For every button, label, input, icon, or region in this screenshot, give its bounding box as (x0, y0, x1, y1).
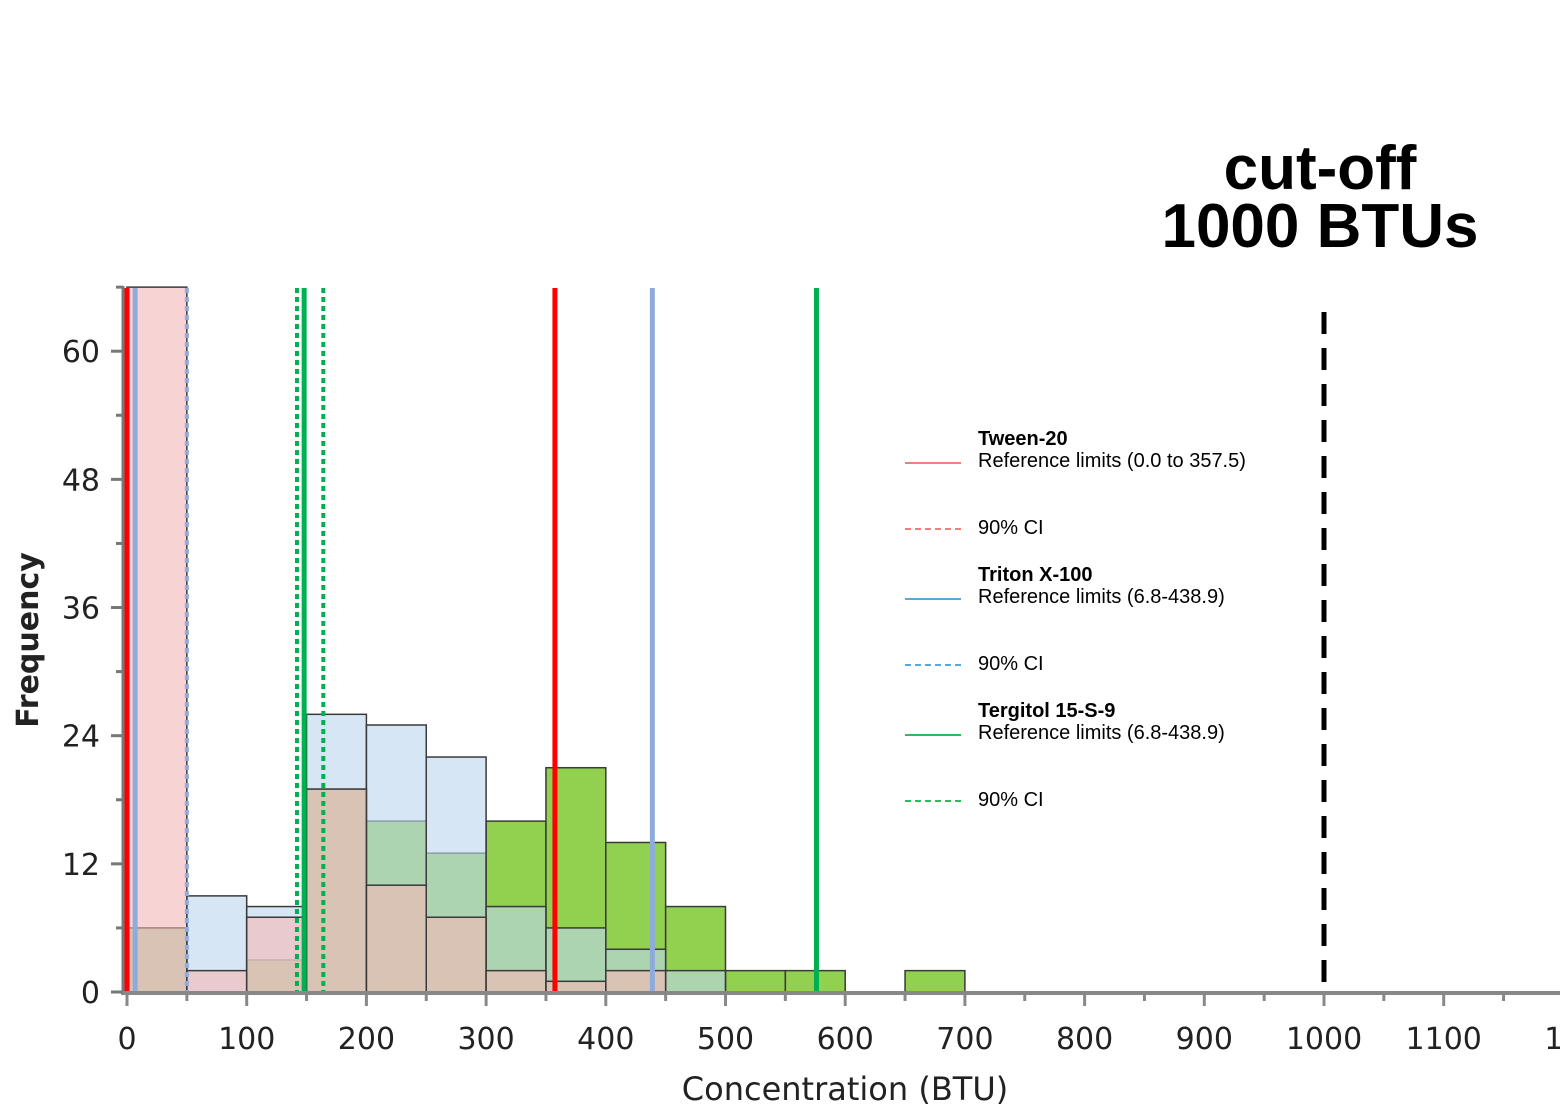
bar-tergitol-15-s-9-500 (724, 969, 787, 993)
y-axis-label: Frequency (11, 552, 46, 728)
legend-label: Reference limits (6.8-438.9) (978, 722, 1225, 744)
x-tick-label: 12 (1544, 1022, 1560, 1057)
legend-label: Reference limits (0.0 to 357.5) (978, 450, 1246, 472)
legend-entry-tween-20-ci: 90% CI (900, 496, 1320, 564)
y-tick-label: 36 (62, 592, 100, 627)
cutoff-annotation-line1: cut-off (1223, 134, 1417, 203)
legend-title: Triton X-100 (978, 564, 1093, 586)
legend-title: Tergitol 15-S-9 (978, 700, 1116, 722)
x-tick-label: 200 (338, 1022, 395, 1057)
legend-swatch-solid (905, 734, 961, 736)
x-tick-label: 300 (457, 1022, 514, 1057)
legend-entry-triton-x-100: Triton X-100 Reference limits (6.8-438.9… (900, 564, 1320, 632)
legend-label: Reference limits (6.8-438.9) (978, 586, 1225, 608)
bar-tween-20-200 (365, 884, 427, 993)
cutoff-annotation: cut-off 1000 BTUs (1150, 134, 1490, 261)
legend-swatch-dashed (905, 800, 961, 802)
x-tick-label: 900 (1176, 1022, 1233, 1057)
x-tick-label: 800 (1056, 1022, 1113, 1057)
bar-tween-20-400 (605, 969, 667, 993)
legend-entry-triton-x-100-ci: 90% CI (900, 632, 1320, 700)
legend-swatch-solid (905, 462, 961, 464)
y-tick-label: 0 (81, 976, 100, 1011)
legend-ci-label: 90% CI (978, 517, 1044, 539)
bar-tween-20-250 (425, 916, 487, 993)
legend-title: Tween-20 (978, 428, 1068, 450)
y-tick-label: 60 (62, 335, 100, 370)
reference-lines-layer (124, 288, 1327, 992)
y-tick-label: 24 (62, 720, 100, 755)
y-tick-label: 48 (62, 463, 100, 498)
legend-swatch-dashed (905, 528, 961, 530)
x-tick-label: 500 (697, 1022, 754, 1057)
legend-entry-tergitol-15-s-9-ci: 90% CI (900, 768, 1320, 836)
bar-tween-20-300 (485, 969, 547, 993)
x-axis-label: Concentration (BTU) (682, 1070, 1008, 1107)
x-tick-label: 400 (577, 1022, 634, 1057)
x-tick-label: 700 (936, 1022, 993, 1057)
bar-tween-20-150 (305, 788, 368, 993)
bar-tween-20-50 (186, 969, 248, 993)
bar-tergitol-15-s-9-650 (904, 969, 966, 993)
y-tick-label: 12 (62, 848, 100, 883)
bars-layer (126, 286, 966, 993)
legend-entry-tween-20: Tween-20 Reference limits (0.0 to 357.5) (900, 428, 1320, 496)
bar-triton-x-100-450 (664, 969, 727, 993)
x-tick-label: 600 (817, 1022, 874, 1057)
legend-ci-label: 90% CI (978, 653, 1044, 675)
legend-swatch-dashed (905, 664, 961, 666)
legend-entry-tergitol-15-s-9: Tergitol 15-S-9 Reference limits (6.8-43… (900, 700, 1320, 768)
legend-ci-label: 90% CI (978, 789, 1044, 811)
legend-swatch-solid (905, 598, 961, 600)
legend: Tween-20 Reference limits (0.0 to 357.5)… (900, 428, 1320, 836)
x-tick-label: 1000 (1286, 1022, 1362, 1057)
cutoff-annotation-line2: 1000 BTUs (1161, 192, 1479, 261)
x-tick-label: 0 (117, 1022, 136, 1057)
x-tick-label: 1100 (1406, 1022, 1482, 1057)
x-tick-label: 100 (218, 1022, 275, 1057)
